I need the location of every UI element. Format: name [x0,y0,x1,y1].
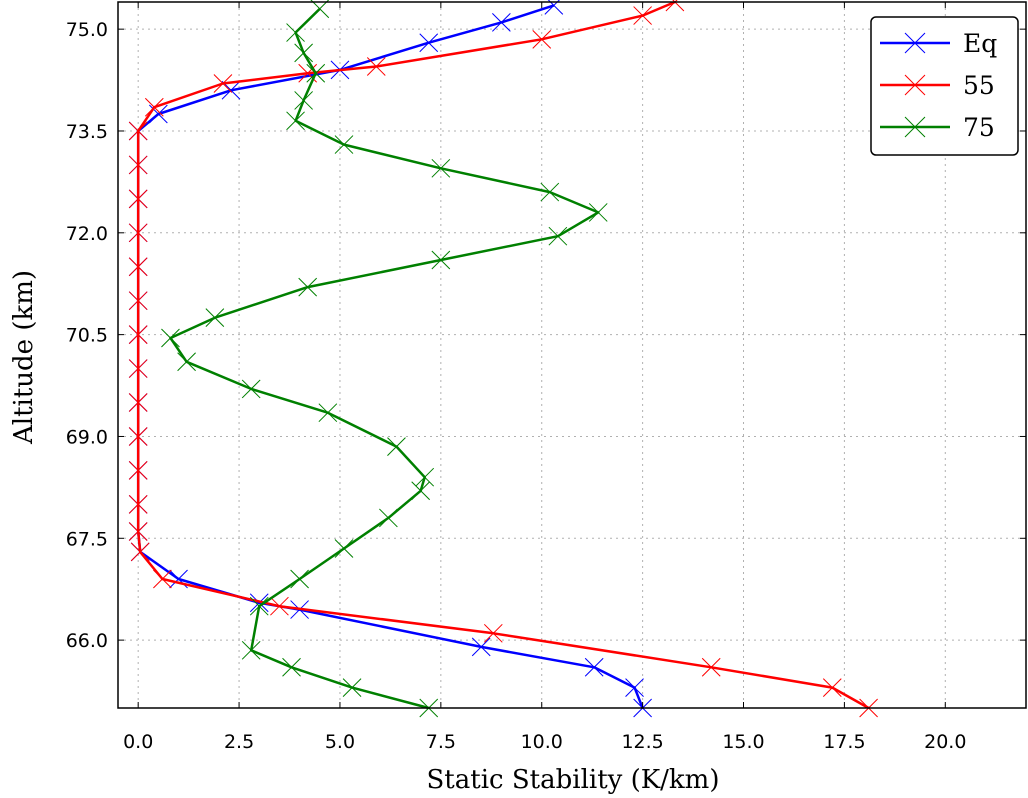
data-point-marker [128,155,148,175]
data-point-marker [334,135,354,154]
y-tick-label: 75.0 [66,19,108,41]
data-point-marker [128,257,148,277]
data-point-marker [379,508,398,528]
legend-label: 55 [963,71,995,100]
series-Eq [128,0,652,718]
legend-label: 75 [963,113,995,142]
y-tick-label: 69.0 [66,426,108,448]
data-point-marker [701,657,721,677]
data-point-marker [149,104,168,124]
x-tick-label: 12.5 [621,731,663,753]
data-point-marker [128,359,148,378]
x-tick-label: 0.0 [123,731,153,753]
legend: Eq 55 75 [870,16,1019,156]
data-point-marker [128,121,148,141]
data-point-marker [128,393,148,412]
data-point-marker [249,596,269,616]
data-point-marker [387,437,406,456]
data-point-marker [294,91,313,110]
data-point-marker [130,542,150,562]
data-point-marker [822,678,842,697]
data-point-marker [342,678,362,697]
data-point-marker [128,461,148,480]
data-point-marker [431,250,451,270]
data-point-marker [548,226,568,246]
axis-ticks: 0.0 2.5 5.0 7.5 10.0 12.5 15.0 17.5 20.0 66.0 67.5… [66,2,1026,753]
series-55 [128,0,878,718]
data-point-marker [334,539,354,558]
y-axis-label: Altitude (km) [9,270,39,445]
x-tick-label: 20.0 [924,731,966,753]
data-point-marker [161,328,180,348]
x-axis-label: Static Stability (K/km) [427,765,720,795]
data-point-marker [540,182,560,202]
data-point-marker [144,97,164,117]
data-point-marker [415,467,435,487]
data-point-marker [633,6,652,25]
data-point-marker [177,352,196,372]
data-point-marker [625,678,644,697]
data-point-marker [411,481,431,501]
data-point-marker [588,203,608,222]
data-point-marker [306,63,326,83]
legend-label: Eq [963,29,997,58]
legend-marker [904,32,926,54]
data-point-marker [128,427,148,446]
data-point-marker [128,522,148,541]
series-75 [161,0,608,718]
series-line [136,4,644,709]
x-tick-label: 17.5 [823,731,865,753]
data-point-marker [318,403,338,423]
legend-entry: 55 [880,71,995,100]
data-point-marker [431,158,451,178]
data-point-marker [492,13,511,32]
data-point-marker [213,74,233,93]
data-point-marker [128,291,148,311]
data-point-marker [471,637,491,657]
data-point-marker [483,623,503,643]
data-point-marker [241,379,261,399]
data-point-marker [286,111,305,131]
data-point-marker [128,494,148,514]
data-point-marker [290,569,309,589]
grid [118,2,1026,708]
data-point-marker [298,277,318,297]
data-point-marker [286,23,305,42]
data-point-marker [128,189,148,209]
x-tick-label: 5.0 [325,731,355,753]
y-tick-label: 67.5 [66,528,108,550]
data-point-marker [584,657,604,677]
legend-marker [904,74,926,96]
data-point-marker [128,223,148,243]
data-point-marker [153,569,172,589]
legend-entry: Eq [880,29,997,58]
legend-entry: 75 [880,113,995,142]
x-tick-label: 7.5 [426,731,456,753]
data-point-marker [366,57,386,76]
y-tick-label: 66.0 [66,630,108,652]
data-point-marker [205,308,225,328]
y-tick-label: 73.5 [66,121,108,143]
data-point-marker [128,325,148,344]
series-line [136,0,870,710]
data-point-marker [532,29,552,49]
data-point-marker [241,640,261,660]
data-point-marker [310,0,330,19]
data-point-marker [419,33,439,53]
data-point-marker [282,657,301,677]
plot-frame [117,1,1027,709]
series-lines [128,0,878,718]
series-line [169,7,600,710]
y-tick-label: 72.0 [66,223,108,245]
x-tick-label: 10.0 [521,731,563,753]
data-point-marker [270,596,289,616]
data-point-marker [544,0,564,15]
x-tick-label: 2.5 [224,731,254,753]
x-tick-label: 15.0 [722,731,764,753]
legend-marker [904,116,926,138]
y-tick-label: 70.5 [66,325,108,347]
data-point-marker [294,43,313,63]
